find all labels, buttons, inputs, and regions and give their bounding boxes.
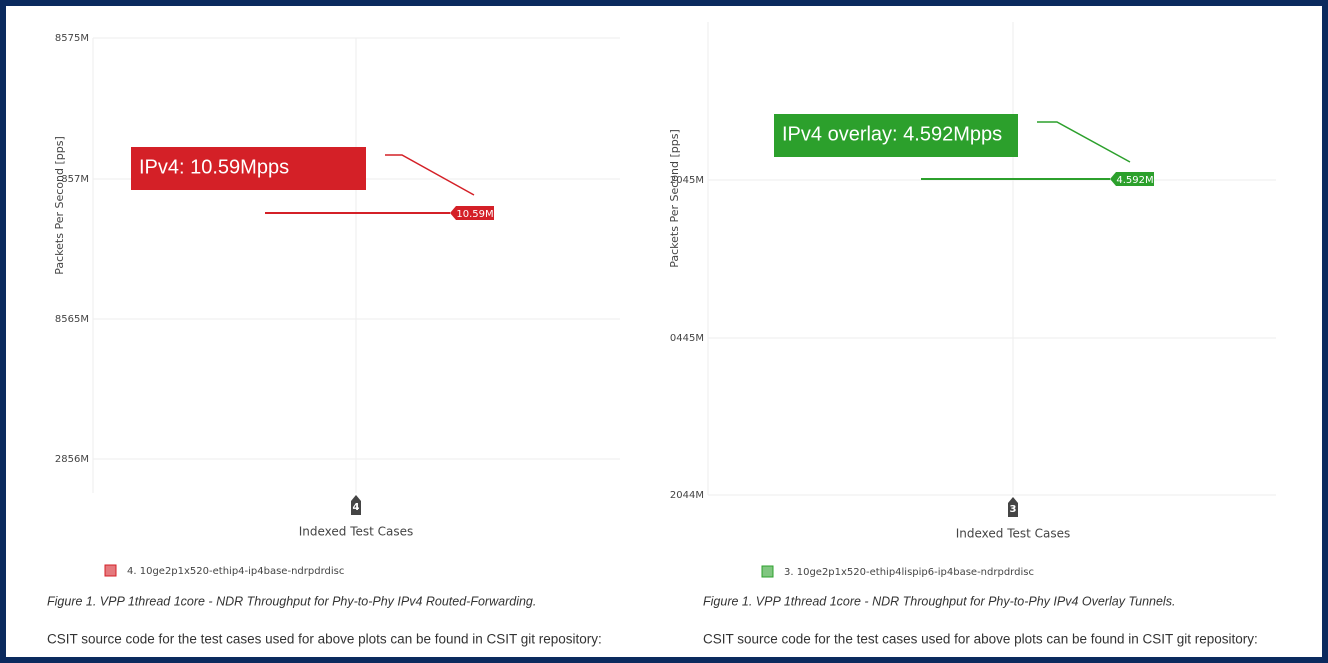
annotation-text: IPv4: 10.59Mpps — [139, 156, 289, 178]
x-tick-marker — [351, 495, 361, 515]
x-tick-marker — [1008, 497, 1018, 517]
y-axis-title: Packets Per Second [pps] — [53, 136, 66, 275]
y-axis-title: Packets Per Second [pps] — [668, 129, 681, 268]
annotation-arrow — [1037, 121, 1131, 163]
figure-caption: Figure 1. VPP 1thread 1core - NDR Throug… — [47, 594, 536, 608]
plot-background — [45, 15, 630, 595]
plot-background — [700, 15, 1286, 595]
y-tick-label: 2856M — [55, 454, 89, 465]
body-text: CSIT source code for the test cases used… — [703, 632, 1258, 647]
legend-swatch — [104, 564, 117, 577]
legend-text: 4. 10ge2p1x520-ethip4-ip4base-ndrpdrdisc — [127, 566, 344, 577]
legend-swatch — [761, 565, 774, 578]
annotation-box — [774, 114, 1018, 157]
y-tick-label: 8565M — [55, 314, 89, 325]
x-tick-label: 4 — [353, 502, 360, 513]
annotation-arrow — [385, 154, 475, 196]
body-text: CSIT source code for the test cases used… — [47, 632, 602, 647]
hover-label-bg — [450, 206, 494, 220]
y-tick-label: 0445M — [670, 333, 704, 344]
y-tick-label: 2045M — [670, 175, 704, 186]
figure-caption: Figure 1. VPP 1thread 1core - NDR Throug… — [703, 594, 1175, 608]
y-tick-label: 857M — [61, 174, 89, 185]
x-axis-title: Indexed Test Cases — [956, 527, 1071, 541]
x-axis-title: Indexed Test Cases — [299, 525, 414, 539]
hover-label-bg — [1110, 172, 1154, 186]
annotation-box — [131, 147, 366, 190]
y-tick-label: 2044M — [670, 490, 704, 501]
annotation-text: IPv4 overlay: 4.592Mpps — [782, 123, 1002, 145]
hover-label: 10.59M — [456, 209, 493, 220]
x-tick-label: 3 — [1010, 504, 1017, 515]
legend-text: 3. 10ge2p1x520-ethip4lispip6-ip4base-ndr… — [784, 567, 1034, 578]
y-tick-label: 8575M — [55, 33, 89, 44]
hover-label: 4.592M — [1116, 175, 1153, 186]
